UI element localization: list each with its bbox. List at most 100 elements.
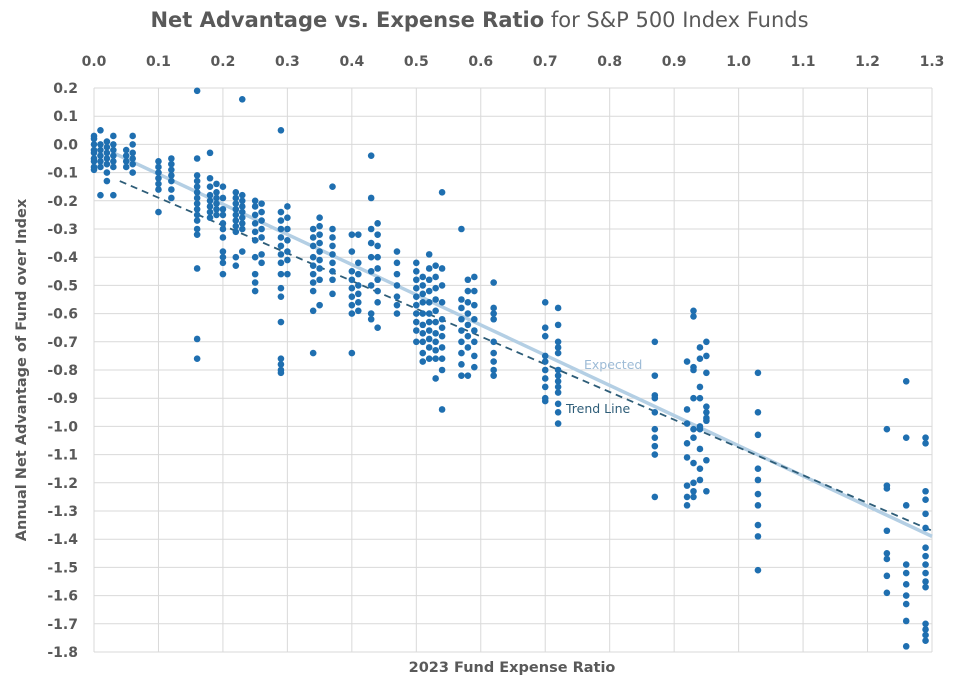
data-point	[251, 197, 259, 205]
data-point	[541, 397, 549, 405]
data-point	[129, 155, 136, 162]
data-point	[413, 259, 420, 267]
data-point	[438, 315, 446, 323]
data-point	[374, 265, 381, 272]
data-point	[238, 203, 246, 210]
data-point	[354, 290, 362, 298]
data-point	[232, 222, 240, 230]
data-point	[316, 256, 323, 264]
data-point	[432, 296, 439, 303]
trend-line	[119, 180, 933, 532]
data-point	[219, 248, 227, 255]
x-tick-label: 0.5	[404, 54, 429, 70]
data-point	[554, 389, 562, 396]
data-point	[419, 290, 427, 298]
data-point	[922, 620, 929, 628]
data-point	[309, 307, 317, 315]
data-point	[329, 251, 336, 258]
data-point	[690, 313, 697, 320]
data-point	[316, 276, 323, 284]
data-point	[193, 335, 201, 343]
data-point	[110, 141, 117, 148]
data-point	[883, 550, 891, 557]
data-point	[754, 566, 762, 574]
data-point	[464, 276, 472, 284]
data-point	[464, 372, 472, 379]
data-point	[902, 502, 910, 509]
data-point	[97, 152, 104, 159]
data-point	[277, 259, 285, 267]
data-point	[883, 589, 891, 597]
data-point	[232, 189, 240, 196]
data-point	[541, 332, 549, 340]
data-point	[219, 259, 227, 267]
data-point	[155, 158, 162, 165]
data-point	[922, 583, 929, 591]
data-point	[393, 259, 401, 267]
x-tick-label: 0.9	[662, 54, 687, 70]
y-tick-label: -1.5	[47, 560, 78, 576]
data-point	[238, 95, 246, 103]
data-point	[129, 169, 136, 176]
data-point	[277, 318, 285, 326]
data-point	[541, 299, 549, 306]
data-point	[471, 301, 478, 309]
data-point	[464, 299, 472, 306]
data-point	[251, 211, 259, 219]
data-point	[348, 349, 356, 357]
x-tick-label: 0.7	[533, 54, 558, 70]
data-point	[883, 485, 891, 492]
data-point	[103, 155, 111, 162]
data-point	[554, 349, 562, 357]
data-point	[690, 394, 697, 402]
data-point	[419, 330, 427, 337]
data-point	[902, 581, 910, 588]
data-point	[696, 425, 704, 433]
data-point	[122, 163, 130, 171]
data-point	[683, 502, 691, 509]
data-point	[690, 487, 697, 495]
data-point	[432, 284, 439, 292]
data-point	[110, 191, 117, 199]
data-point	[438, 344, 446, 351]
data-point	[277, 355, 285, 363]
data-point	[110, 132, 117, 140]
x-tick-label: 1.3	[920, 54, 945, 70]
data-point	[393, 270, 401, 278]
data-point	[213, 211, 220, 219]
data-point	[425, 265, 433, 272]
data-point	[90, 149, 98, 157]
x-tick-label: 0.4	[339, 54, 364, 70]
data-point	[425, 318, 433, 326]
data-point	[438, 324, 446, 332]
data-point	[490, 279, 497, 286]
data-point	[213, 189, 220, 196]
data-point	[554, 344, 562, 351]
y-tick-label: -0.6	[47, 307, 78, 323]
data-point	[168, 166, 175, 174]
data-point	[471, 363, 478, 371]
data-point	[251, 270, 259, 278]
data-point	[367, 152, 375, 159]
data-point	[432, 330, 439, 337]
data-point	[554, 377, 562, 385]
data-point	[251, 253, 259, 261]
y-tick-label: -0.1	[47, 166, 78, 182]
data-point	[90, 135, 98, 143]
data-point	[922, 510, 929, 518]
data-point	[425, 287, 433, 295]
data-point	[277, 234, 285, 241]
data-point	[258, 251, 265, 258]
data-point	[193, 217, 201, 224]
data-point	[374, 231, 381, 238]
data-point	[696, 445, 704, 453]
data-point	[97, 146, 104, 154]
data-point	[155, 208, 162, 216]
data-point	[393, 282, 401, 289]
data-point	[193, 355, 201, 363]
data-point	[277, 369, 285, 377]
data-point	[284, 203, 291, 210]
data-point	[458, 304, 465, 312]
data-point	[438, 299, 446, 306]
data-point	[329, 276, 336, 284]
